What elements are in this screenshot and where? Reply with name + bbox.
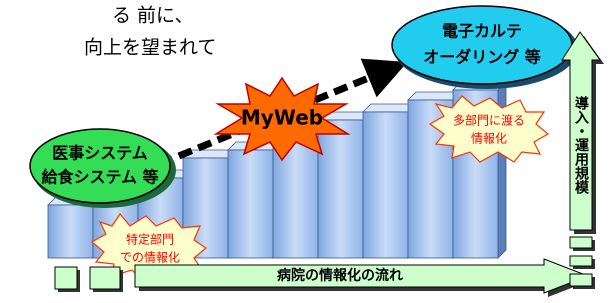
bubble-text: 給食システム 等: [41, 168, 158, 187]
callout-text: 多部門に渡る: [453, 113, 525, 128]
block: [570, 274, 592, 286]
block: [570, 256, 592, 266]
bubble-text: オーダリング 等: [423, 48, 541, 67]
bubble-text: 医事システム: [52, 144, 148, 163]
intro-line: る 前に、: [112, 5, 193, 27]
callout-text: 特定部門: [126, 232, 174, 247]
bar-shape: [48, 205, 93, 258]
flow-arrow-label: 病院の情報化の流れ: [277, 267, 403, 284]
bar-shape: [363, 112, 408, 258]
bar-shape: [318, 120, 363, 258]
scale-arrow-label: 導入・運用規模: [573, 95, 589, 195]
block: [570, 237, 592, 248]
starburst-label: MyWeb: [241, 106, 323, 130]
callout-text: での情報化: [120, 251, 180, 265]
bubble-text: 電子カルテ: [442, 22, 522, 41]
bar-shape: [228, 150, 273, 258]
right-bubble: [392, 6, 572, 84]
callout-text: 情報化: [471, 132, 507, 146]
diagram: る 前に、 向上を望まれて MyWeb 医事システム 給食システム 等 電子カル…: [0, 0, 612, 303]
block: [55, 267, 77, 289]
left-bubble: [30, 129, 170, 203]
block: [90, 267, 120, 289]
intro-line: 向上を望まれて: [84, 37, 216, 59]
